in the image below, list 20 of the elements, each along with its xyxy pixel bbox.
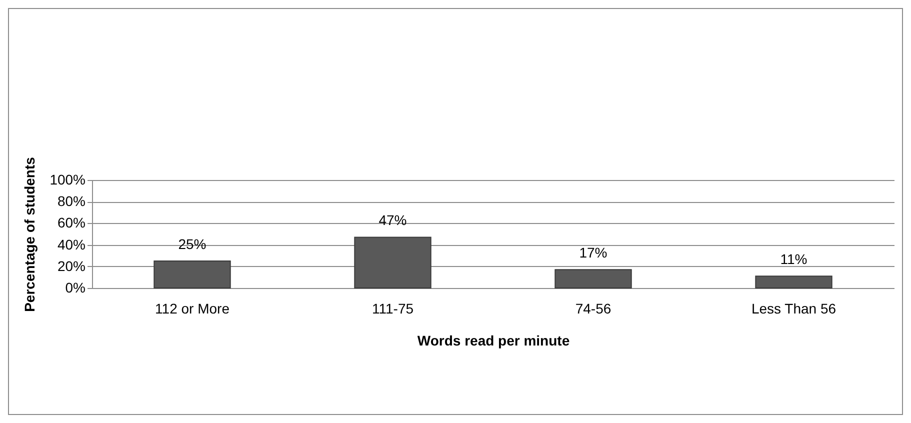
bar (354, 236, 432, 288)
data-label: 11% (780, 251, 808, 268)
y-tick-label: 20% (57, 258, 86, 274)
x-tick-label: Less Than 56 (751, 300, 836, 316)
bar (554, 269, 632, 288)
bar (154, 260, 231, 288)
x-tick-label: 112 or More (155, 300, 230, 316)
y-tick-label: 100% (50, 172, 86, 188)
y-tick-label: 40% (57, 236, 86, 252)
y-tick-label: 0% (65, 280, 86, 296)
data-label: 17% (579, 244, 608, 261)
y-tick-label: 80% (57, 193, 86, 210)
y-tick-label: 60% (57, 214, 86, 231)
data-label: 47% (378, 212, 407, 228)
x-tick-label: 74-56 (575, 300, 612, 316)
bar (755, 276, 832, 288)
x-tick-label: 111-75 (372, 300, 414, 316)
data-label: 25% (178, 236, 206, 252)
y-axis-title: Percentage of students (22, 156, 38, 312)
x-axis-title: Words read per minute (417, 332, 570, 348)
